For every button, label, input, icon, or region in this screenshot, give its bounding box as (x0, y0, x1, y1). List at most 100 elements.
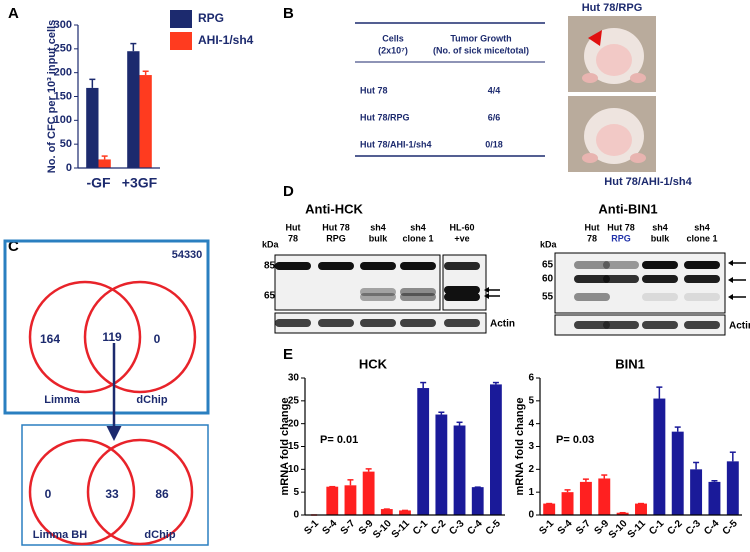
bar (380, 509, 393, 515)
venn-count: 33 (105, 487, 119, 501)
y-tick-label: 4 (528, 418, 534, 429)
y-tick-label: 200 (54, 67, 72, 79)
blot-unit: kDa (262, 239, 280, 249)
bar (86, 87, 99, 168)
lane-label: RPG (326, 233, 346, 243)
x-tick-label: S-1 (537, 518, 556, 537)
kda-marker: 85 (264, 261, 276, 272)
band (400, 262, 436, 270)
pointer-arrow (588, 30, 602, 46)
venn-count: 0 (45, 487, 52, 501)
x-tick-label: S-10 (371, 518, 394, 541)
band (444, 293, 480, 301)
band (275, 262, 311, 270)
band (642, 261, 678, 269)
panel-label: B (283, 5, 294, 22)
loading-label: Actin (490, 319, 515, 330)
legend-swatch (170, 10, 192, 28)
x-tick-label: C-5 (484, 518, 503, 537)
venn-count: 164 (40, 332, 60, 346)
mouse-photo (568, 16, 656, 92)
band (603, 261, 639, 269)
y-tick-label: 10 (288, 464, 300, 475)
y-axis-label: mRNA fold change (279, 398, 291, 496)
bar (598, 478, 611, 515)
x-tick-label: C-2 (666, 518, 685, 537)
x-tick-label: C-4 (702, 518, 721, 537)
x-tick-label: S-4 (320, 518, 339, 537)
band (444, 319, 480, 327)
panel-label: A (8, 5, 19, 22)
bar (399, 510, 411, 515)
band (642, 321, 678, 329)
lane-label: Hut 78 (607, 222, 635, 232)
table-cell: Hut 78 (360, 85, 388, 95)
x-tick-label: S-11 (626, 518, 649, 541)
table-cell: Hut 78/AHI-1/sh4 (360, 139, 432, 149)
band-arrowhead (484, 293, 489, 299)
kda-marker: 60 (542, 274, 554, 285)
blot-membrane (554, 314, 726, 336)
bar (561, 492, 574, 515)
lane-label: Hut (286, 222, 301, 232)
venn-label: Limma (44, 394, 80, 406)
x-tick-label: S-7 (574, 518, 593, 537)
panel-label: E (283, 346, 293, 363)
lane-label: clone 1 (402, 233, 433, 243)
lane-label: 78 (587, 233, 597, 243)
band (360, 293, 396, 301)
band (642, 275, 678, 283)
lane-label: Hut (585, 222, 600, 232)
band (684, 275, 720, 283)
x-tick-label: C-1 (647, 518, 666, 537)
bar (490, 384, 502, 515)
band (275, 319, 311, 327)
y-axis-label: No. of CFC per 10³ input cells (46, 20, 58, 173)
bar (127, 51, 140, 168)
blot-title: Anti-HCK (305, 201, 363, 216)
kda-marker: 65 (542, 260, 554, 271)
band (318, 319, 354, 327)
bar (453, 425, 466, 515)
bar (471, 487, 484, 515)
venn-count: 0 (154, 332, 161, 346)
venn-label: dChip (136, 394, 167, 406)
x-tick-label: -GF (86, 175, 111, 191)
mouse-limb (630, 153, 646, 163)
annotation: P= 0.03 (556, 434, 594, 446)
band (360, 262, 396, 270)
mouse-limb (630, 73, 646, 83)
lane-label: bulk (651, 233, 670, 243)
bar (98, 159, 111, 168)
blot-title: Anti-BIN1 (598, 201, 657, 216)
bar (362, 471, 375, 515)
venn-set (28, 280, 142, 394)
lane-label: RPG (611, 233, 631, 243)
lane-label: sh4 (652, 222, 668, 232)
y-tick-label: 30 (288, 373, 300, 384)
y-tick-label: 50 (60, 138, 72, 150)
x-tick-label: C-3 (684, 518, 703, 537)
bar (616, 512, 629, 515)
venn-total: 54330 (172, 249, 203, 261)
panel-label: D (283, 183, 294, 200)
bar (579, 481, 592, 515)
bar (671, 431, 684, 515)
y-tick-label: 250 (54, 43, 72, 55)
y-tick-label: 20 (288, 418, 300, 429)
bar (653, 398, 666, 515)
kda-marker: 55 (542, 292, 554, 303)
lane-label: Hut 78 (322, 222, 350, 232)
y-tick-label: 0 (66, 162, 72, 174)
loading-label: Actin (729, 321, 750, 332)
bar (417, 388, 430, 515)
bar (708, 481, 721, 515)
y-tick-label: 5 (293, 487, 299, 498)
band (444, 262, 480, 270)
y-tick-label: 0 (293, 510, 299, 521)
legend-label: RPG (198, 11, 224, 25)
lane-label: sh4 (694, 222, 710, 232)
kda-marker: 65 (264, 291, 276, 302)
bar (326, 486, 339, 515)
